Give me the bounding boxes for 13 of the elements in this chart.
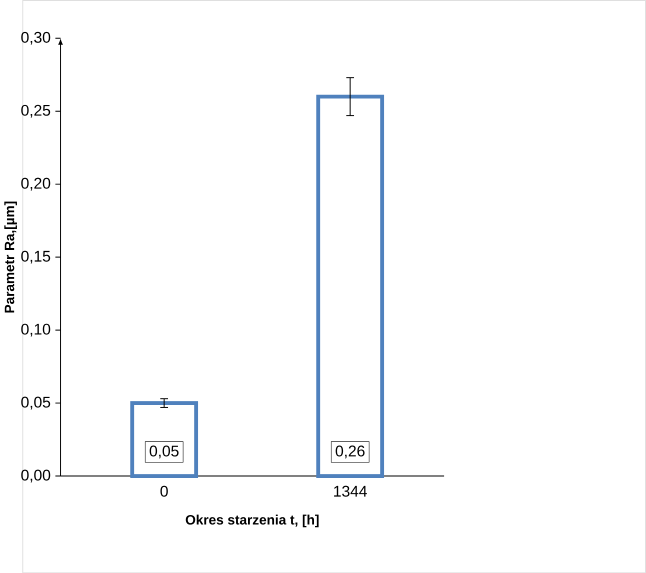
y-tick-label: 0,30 xyxy=(21,32,50,44)
x-tick-label: 1344 xyxy=(334,486,367,497)
y-tick-label: 0,20 xyxy=(21,178,50,190)
y-tick-label: 0,25 xyxy=(21,104,50,118)
x-tick-label: 0 xyxy=(160,486,168,497)
data-label: 0,05 xyxy=(150,445,179,458)
y-tick-label: 0,00 xyxy=(21,469,50,482)
y-tick-label: 0,10 xyxy=(21,324,50,336)
data-label: 0,26 xyxy=(336,445,365,458)
y-tick-label: 0,05 xyxy=(21,396,50,410)
y-tick-label: 0,15 xyxy=(21,250,50,264)
y-axis-title: Parametr Ra,[µm] xyxy=(4,201,17,312)
x-axis-title: Okres starzenia t, [h] xyxy=(186,514,319,528)
